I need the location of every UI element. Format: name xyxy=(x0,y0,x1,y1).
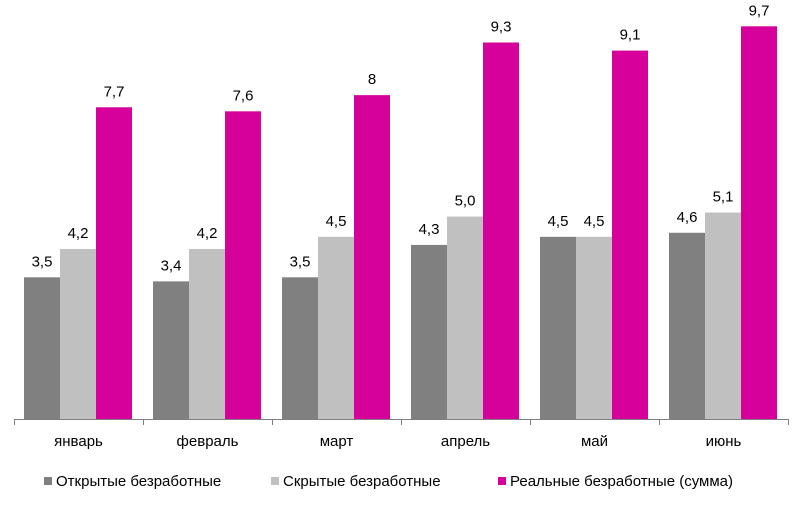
data-label-2-2: 4,2 xyxy=(197,225,218,242)
bar-1-3 xyxy=(282,277,318,419)
bar-3-6 xyxy=(741,26,777,420)
x-tick-label-1: январь xyxy=(54,433,103,450)
data-label-3-1: 7,7 xyxy=(104,83,125,100)
data-label-3-2: 7,6 xyxy=(233,87,254,104)
x-tick-label-5: май xyxy=(581,433,608,450)
data-label-3-5: 9,1 xyxy=(620,27,641,44)
legend-swatch-1 xyxy=(44,477,52,485)
bar-2-6 xyxy=(705,212,741,419)
data-label-3-4: 9,3 xyxy=(491,19,512,36)
bar-2-2 xyxy=(189,248,225,419)
x-tick-label-4: апрель xyxy=(441,433,490,450)
bar-2-5 xyxy=(576,236,612,419)
bar-1-5 xyxy=(540,236,576,419)
data-label-3-6: 9,7 xyxy=(749,2,770,19)
legend-swatch-2 xyxy=(271,477,279,485)
data-labels-layer: 3,5 4,2 7,7 3,4 4,2 7,6 3,5 4,5 8 4,3 5,0 9,3 4,5 4,5… xyxy=(32,2,770,274)
data-label-1-1: 3,5 xyxy=(32,253,53,270)
data-label-2-5: 4,5 xyxy=(584,213,605,230)
bar-1-6 xyxy=(669,232,705,419)
data-label-2-1: 4,2 xyxy=(68,225,89,242)
bars-layer xyxy=(24,26,777,420)
data-label-2-3: 4,5 xyxy=(326,213,347,230)
bar-1-2 xyxy=(153,281,189,419)
bar-2-1 xyxy=(60,248,96,419)
data-label-1-4: 4,3 xyxy=(419,221,440,238)
data-label-1-3: 3,5 xyxy=(290,253,311,270)
data-label-1-2: 3,4 xyxy=(161,257,182,274)
legend-label-1: Открытые безработные xyxy=(56,473,221,490)
bar-3-2 xyxy=(225,111,261,419)
data-label-2-4: 5,0 xyxy=(455,193,476,210)
x-tick-label-6: июнь xyxy=(706,433,742,450)
bar-2-3 xyxy=(318,236,354,419)
data-label-3-3: 8 xyxy=(368,71,376,88)
legend-label-3: Реальные безработные (сумма) xyxy=(510,473,733,490)
x-tick-label-3: март xyxy=(320,433,354,450)
x-axis: январь февраль март апрель май июнь xyxy=(14,419,789,450)
bar-3-4 xyxy=(483,42,519,419)
data-label-2-6: 5,1 xyxy=(713,189,734,206)
bar-3-1 xyxy=(96,107,132,419)
data-label-1-5: 4,5 xyxy=(548,213,569,230)
x-tick-label-2: февраль xyxy=(177,433,239,450)
bar-2-4 xyxy=(447,216,483,419)
legend-label-2: Скрытые безработные xyxy=(283,473,441,490)
bar-1-4 xyxy=(411,244,447,419)
bar-3-5 xyxy=(612,50,648,419)
bar-1-1 xyxy=(24,277,60,419)
legend: Открытые безработные Скрытые безработные Р… xyxy=(44,473,733,490)
data-label-1-6: 4,6 xyxy=(677,209,698,226)
legend-swatch-3 xyxy=(498,477,506,485)
bar-3-3 xyxy=(354,95,390,419)
